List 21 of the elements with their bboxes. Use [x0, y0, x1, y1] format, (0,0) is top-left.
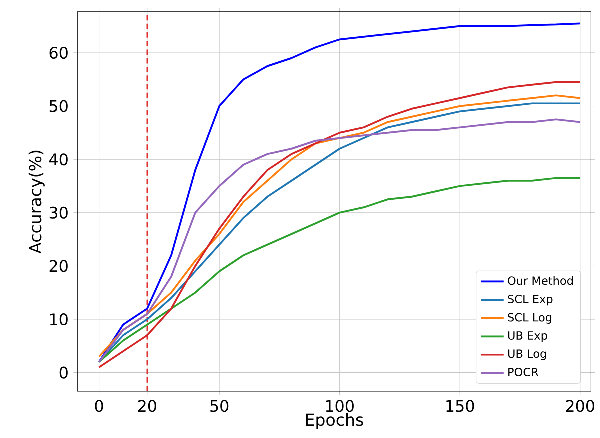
- legend-label: SCL Log: [508, 313, 552, 324]
- x-axis-title: Epochs: [306, 413, 364, 430]
- x-tick-label: 20: [138, 400, 156, 412]
- x-tick-label: 150: [446, 400, 474, 412]
- y-tick-label: 30: [50, 206, 68, 219]
- y-tick-label: 60: [50, 46, 68, 60]
- legend-label: POCR: [508, 368, 539, 377]
- legend-label: UB Exp: [508, 332, 548, 342]
- y-tick-label: 10: [50, 314, 68, 326]
- x-tick-label: 50: [210, 400, 229, 412]
- legend-label: UB Log: [508, 350, 546, 360]
- y-tick-label: 40: [49, 154, 68, 166]
- y-tick-label: 0: [60, 366, 68, 379]
- y-axis-title: Accuracy(%): [28, 150, 45, 254]
- legend-label: Our Method: [508, 276, 573, 286]
- x-tick-label: 200: [566, 400, 595, 412]
- legend-label: SCL Exp: [508, 294, 553, 306]
- x-tick-label: 100: [326, 400, 354, 412]
- x-tick-label: 0: [95, 400, 104, 412]
- y-tick-label: 50: [50, 100, 68, 112]
- y-tick-label: 20: [50, 260, 68, 272]
